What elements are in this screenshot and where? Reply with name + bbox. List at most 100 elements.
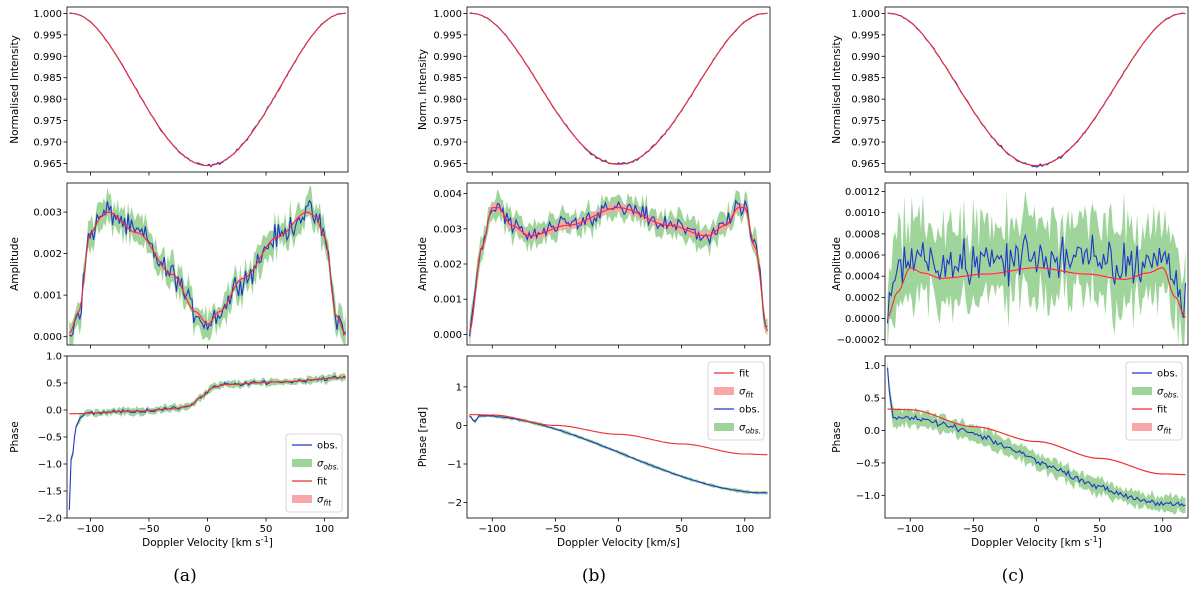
obs-uncertainty-band <box>469 189 768 345</box>
y-tick-label: 0.980 <box>851 95 880 106</box>
legend-label: σfit <box>739 387 754 400</box>
y-tick-label: 1.000 <box>33 9 62 20</box>
legend-label: fit <box>1157 405 1167 416</box>
fit-line <box>887 408 1186 476</box>
y-tick-label: 1.0 <box>864 361 880 372</box>
y-tick-label: 0.970 <box>33 138 62 149</box>
legend-box <box>707 361 765 441</box>
y-tick-label: 0.0 <box>46 406 62 417</box>
legend-label: obs. <box>739 405 760 416</box>
y-tick-label: 0.995 <box>851 30 880 41</box>
fit-line <box>68 211 347 335</box>
caption-a: (a) <box>173 566 197 586</box>
y-tick-label: −1.0 <box>856 491 880 502</box>
legend-swatch-obs_band <box>292 459 312 467</box>
y-tick-label: −2 <box>447 498 462 509</box>
panel-b: 0.965 0.970 0.975 0.980 0.985 0.990 0.995 1.000… <box>417 6 771 549</box>
y-axis-label: Phase [rad] <box>417 407 429 467</box>
y-tick-label: 0.985 <box>433 73 462 84</box>
plot-area <box>886 190 1187 345</box>
caption-c: (c) <box>1001 566 1025 586</box>
y-tick-label: 0.980 <box>33 95 62 106</box>
legend: fit σfit obs. σobs. <box>707 361 765 441</box>
x-tick-label: −50 <box>963 524 984 535</box>
legend-box <box>1125 361 1183 441</box>
y-axis-label: Phase <box>831 421 843 452</box>
y-tick-label: 0.5 <box>46 379 62 390</box>
x-tick-label: 50 <box>675 524 688 535</box>
legend-box <box>285 433 343 513</box>
y-tick-label: 0.0000 <box>845 314 880 325</box>
y-tick-label: −0.5 <box>856 458 880 469</box>
legend: obs. σobs. fit σfit <box>1125 361 1183 441</box>
y-axis-label: Normalised Intensity <box>831 35 843 144</box>
subplot-phase: −1.0 −0.5 0.0 0.5 1.0 −100 −50 0 50 100 Phase Doppl… <box>831 355 1189 549</box>
y-tick-label: 0.970 <box>433 138 462 149</box>
y-tick-label: 0.965 <box>851 159 880 170</box>
legend-swatch-obs_band <box>1132 387 1152 395</box>
y-tick-label: −1.5 <box>38 487 62 498</box>
y-tick-label: 0.0012 <box>845 187 880 198</box>
y-tick-label: 0.002 <box>33 249 62 260</box>
legend-swatch-fit_band <box>714 387 734 395</box>
legend-label: σobs. <box>317 459 339 472</box>
y-tick-label: 0.975 <box>433 116 462 127</box>
y-tick-label: 0.990 <box>851 52 880 63</box>
fit-line <box>69 377 346 415</box>
y-tick-label: 0.0008 <box>845 229 880 240</box>
y-tick-label: 0.985 <box>33 73 62 84</box>
subplot-phase: −2 −1 0 1 −100 −50 0 50 100 Phase [rad] Doppler Ve… <box>417 355 771 549</box>
y-tick-label: 0.003 <box>33 208 62 219</box>
y-tick-label: 0.001 <box>33 291 62 302</box>
x-axis-label: Doppler Velocity [km s-1] <box>971 535 1102 549</box>
y-tick-label: −1 <box>447 460 462 471</box>
x-tick-label: −100 <box>479 524 506 535</box>
legend: obs. σobs. fit σfit <box>285 433 343 513</box>
y-tick-label: 0.975 <box>33 116 62 127</box>
obs-uncertainty-band <box>69 185 346 345</box>
y-tick-label: 0.980 <box>433 95 462 106</box>
y-tick-label: 0.990 <box>33 52 62 63</box>
x-tick-label: 0 <box>204 524 210 535</box>
y-tick-label: 1.000 <box>433 9 462 20</box>
obs-line <box>886 367 1186 507</box>
legend-label: obs. <box>1157 369 1178 380</box>
x-tick-label: 100 <box>1153 524 1172 535</box>
y-tick-label: 0.0002 <box>845 293 880 304</box>
x-tick-label: 0 <box>615 524 621 535</box>
subplot-intensity: 0.965 0.970 0.975 0.980 0.985 0.990 0.995 1.000… <box>417 6 771 176</box>
obs-line <box>68 199 347 337</box>
subplot-amplitude: −0.0002 0.0000 0.0002 0.0004 0.0006 0.0008 0.0… <box>831 182 1189 349</box>
plot-area <box>68 185 347 345</box>
y-tick-label: 0.995 <box>433 30 462 41</box>
legend-label: obs. <box>317 441 338 452</box>
y-tick-label: 0.970 <box>851 138 880 149</box>
axes-frame <box>66 6 349 173</box>
legend-label: σfit <box>1157 423 1172 436</box>
legend-label: fit <box>739 369 749 380</box>
axes-frame <box>466 6 771 173</box>
y-tick-label: −2.0 <box>38 514 62 525</box>
caption-b: (b) <box>581 566 607 586</box>
plot-area <box>887 12 1186 168</box>
y-tick-label: 0.995 <box>33 30 62 41</box>
x-tick-label: 0 <box>1033 524 1039 535</box>
x-tick-label: −100 <box>77 524 104 535</box>
plot-area <box>469 12 768 166</box>
y-tick-label: 0.990 <box>433 52 462 63</box>
obs-line <box>469 12 768 166</box>
y-tick-label: 0 <box>456 421 462 432</box>
legend-swatch-fit_band <box>292 495 312 503</box>
plot-area <box>469 413 768 495</box>
fit-line <box>469 12 768 165</box>
y-tick-label: 1 <box>456 382 462 393</box>
y-tick-label: 0.5 <box>864 394 880 405</box>
x-tick-label: −50 <box>545 524 566 535</box>
y-tick-label: 0.004 <box>433 189 462 200</box>
legend-swatch-fit_band <box>1132 423 1152 431</box>
legend-swatch-obs_band <box>714 423 734 431</box>
y-tick-label: −0.0002 <box>837 335 880 346</box>
fit-line <box>469 414 768 456</box>
legend-label: σobs. <box>1157 387 1179 400</box>
